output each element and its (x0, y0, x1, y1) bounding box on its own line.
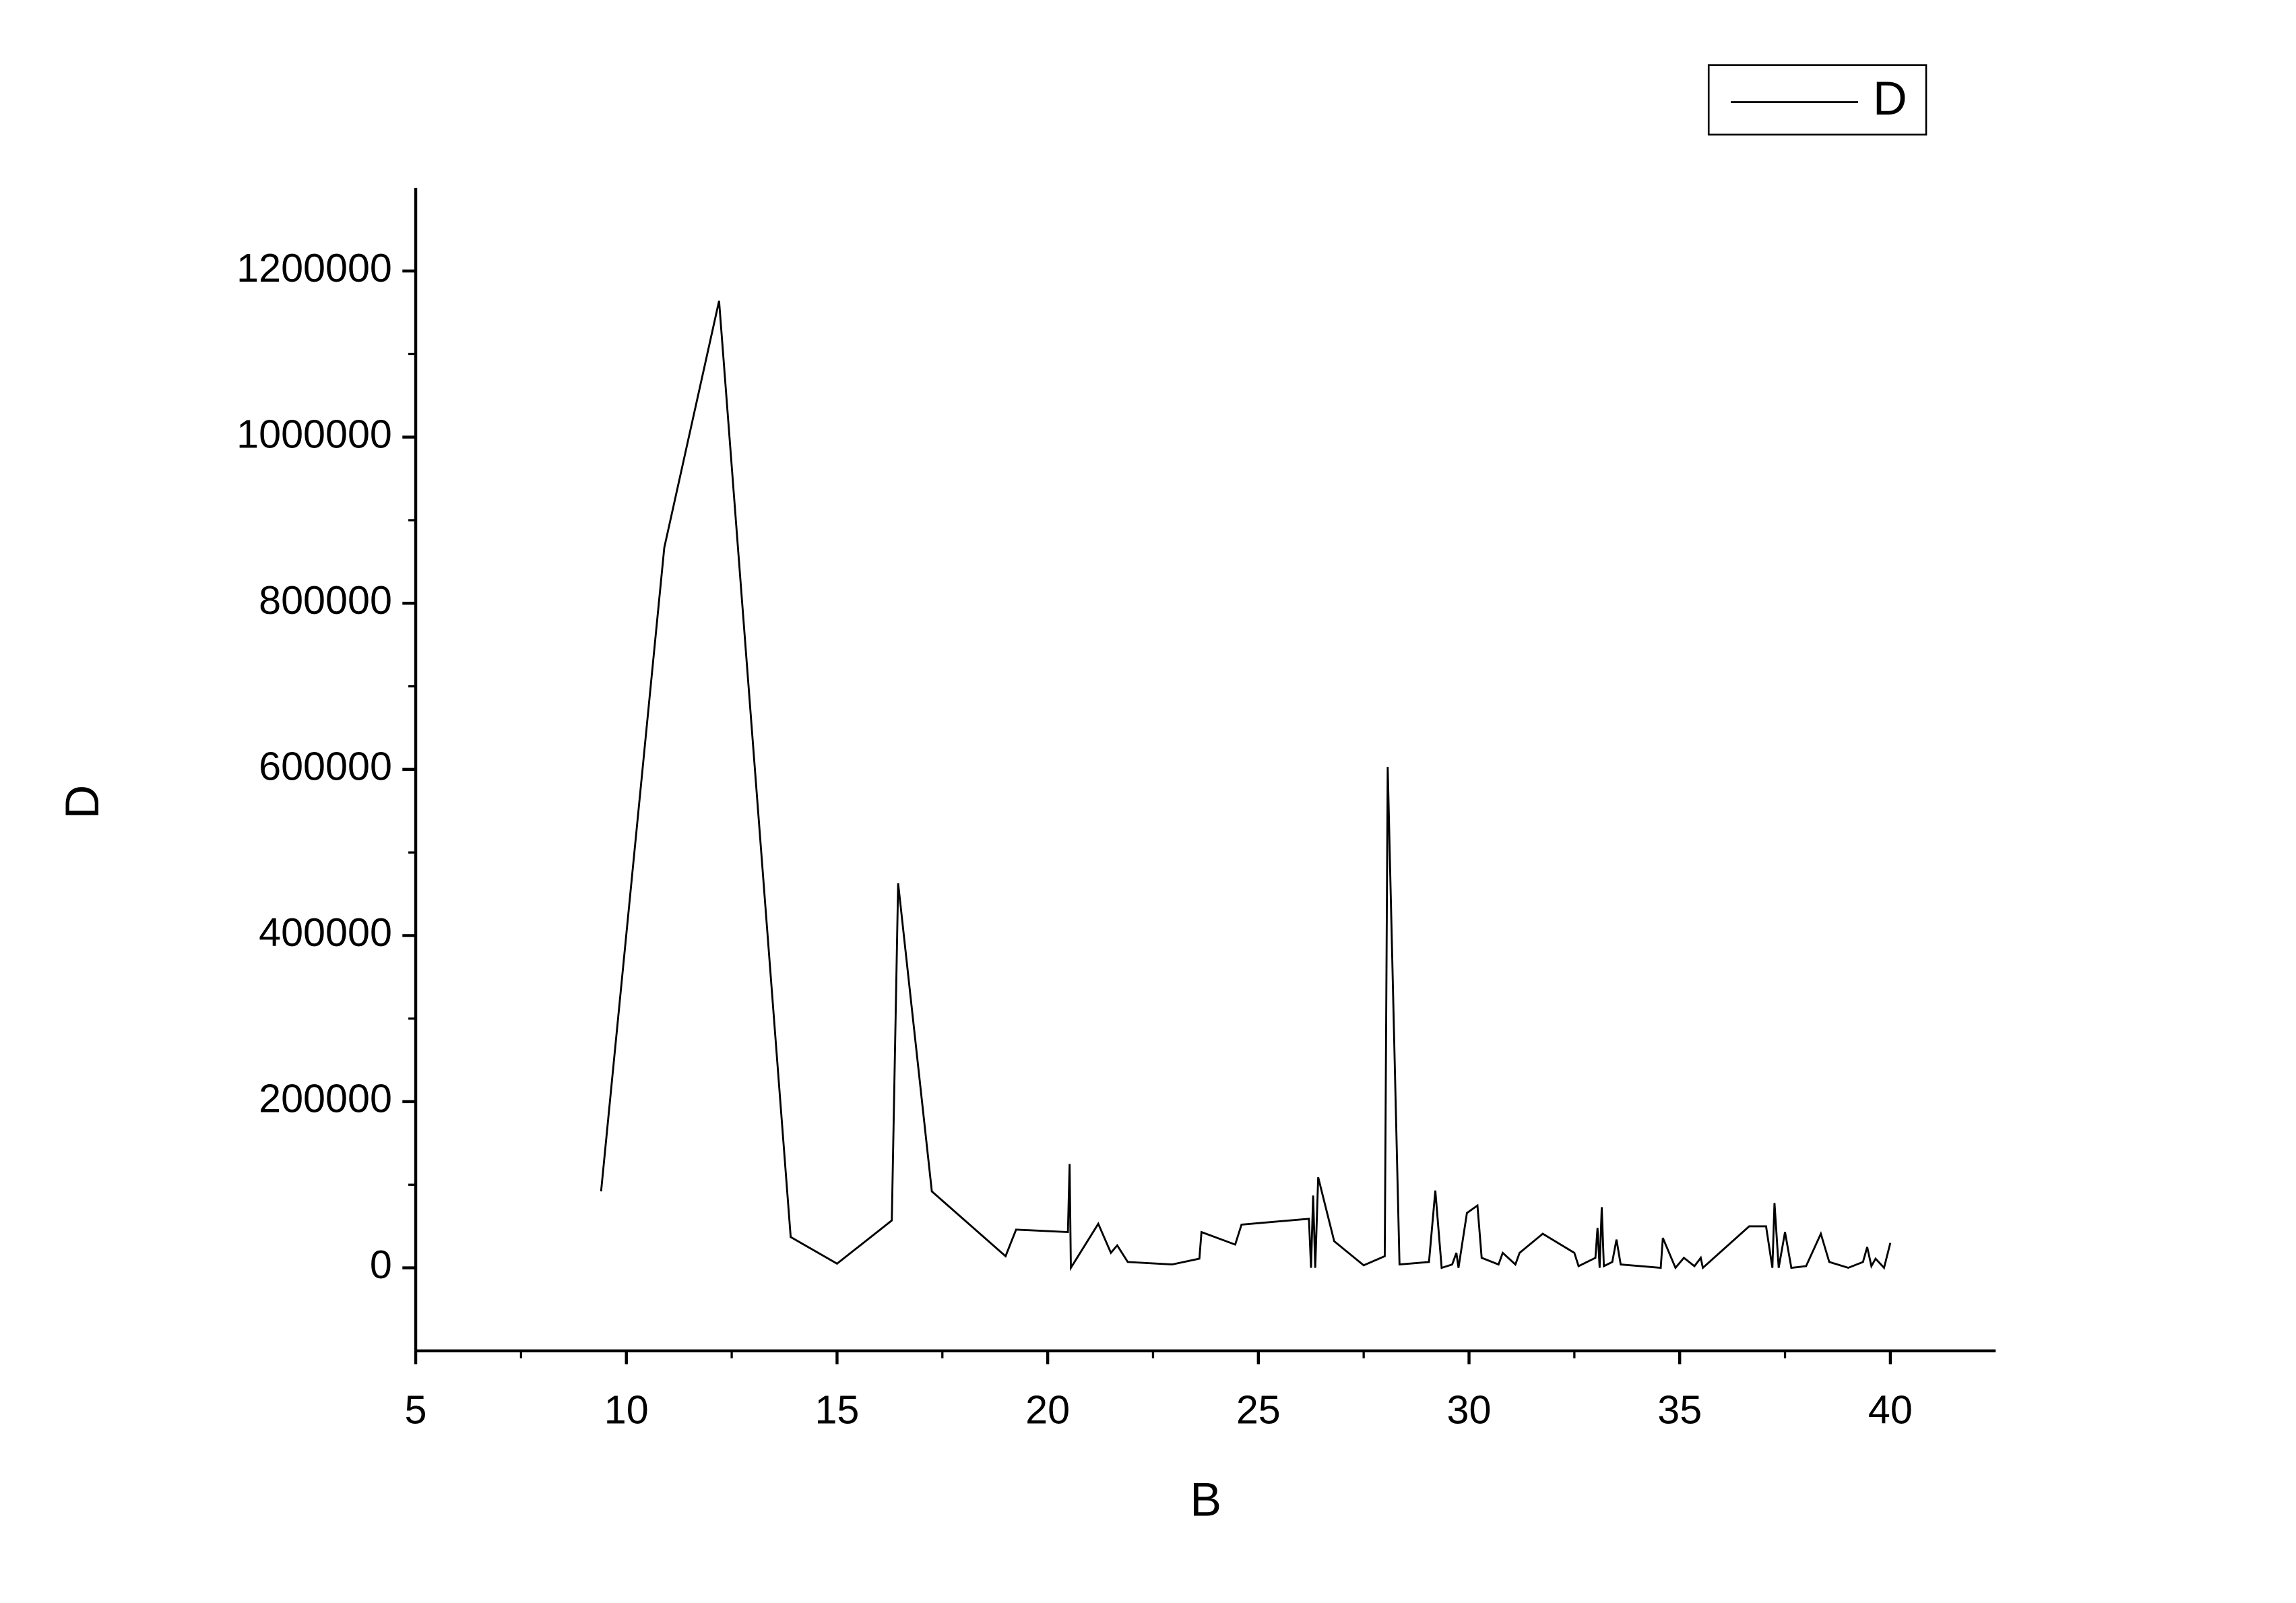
y-tick-label: 0 (370, 1242, 392, 1287)
x-axis-label: B (1190, 1473, 1221, 1526)
y-tick-label: 1000000 (236, 411, 392, 456)
y-axis-label: D (55, 785, 108, 819)
x-tick-label: 20 (1025, 1387, 1070, 1433)
legend-box (1707, 64, 1927, 136)
x-tick-label: 25 (1236, 1387, 1281, 1433)
x-tick-label: 35 (1657, 1387, 1702, 1433)
y-tick-label: 800000 (259, 577, 392, 623)
y-tick-label: 200000 (259, 1076, 392, 1121)
x-tick-label: 5 (405, 1387, 427, 1433)
y-tick-label: 600000 (259, 744, 392, 789)
x-tick-label: 10 (604, 1387, 649, 1433)
y-tick-label: 1200000 (236, 245, 392, 290)
y-tick-label: 400000 (259, 910, 392, 955)
x-tick-label: 30 (1447, 1387, 1492, 1433)
legend-label: D (1873, 71, 1907, 125)
data-line (600, 301, 1892, 1271)
x-tick-label: 15 (815, 1387, 859, 1433)
x-tick-label: 40 (1868, 1387, 1913, 1433)
